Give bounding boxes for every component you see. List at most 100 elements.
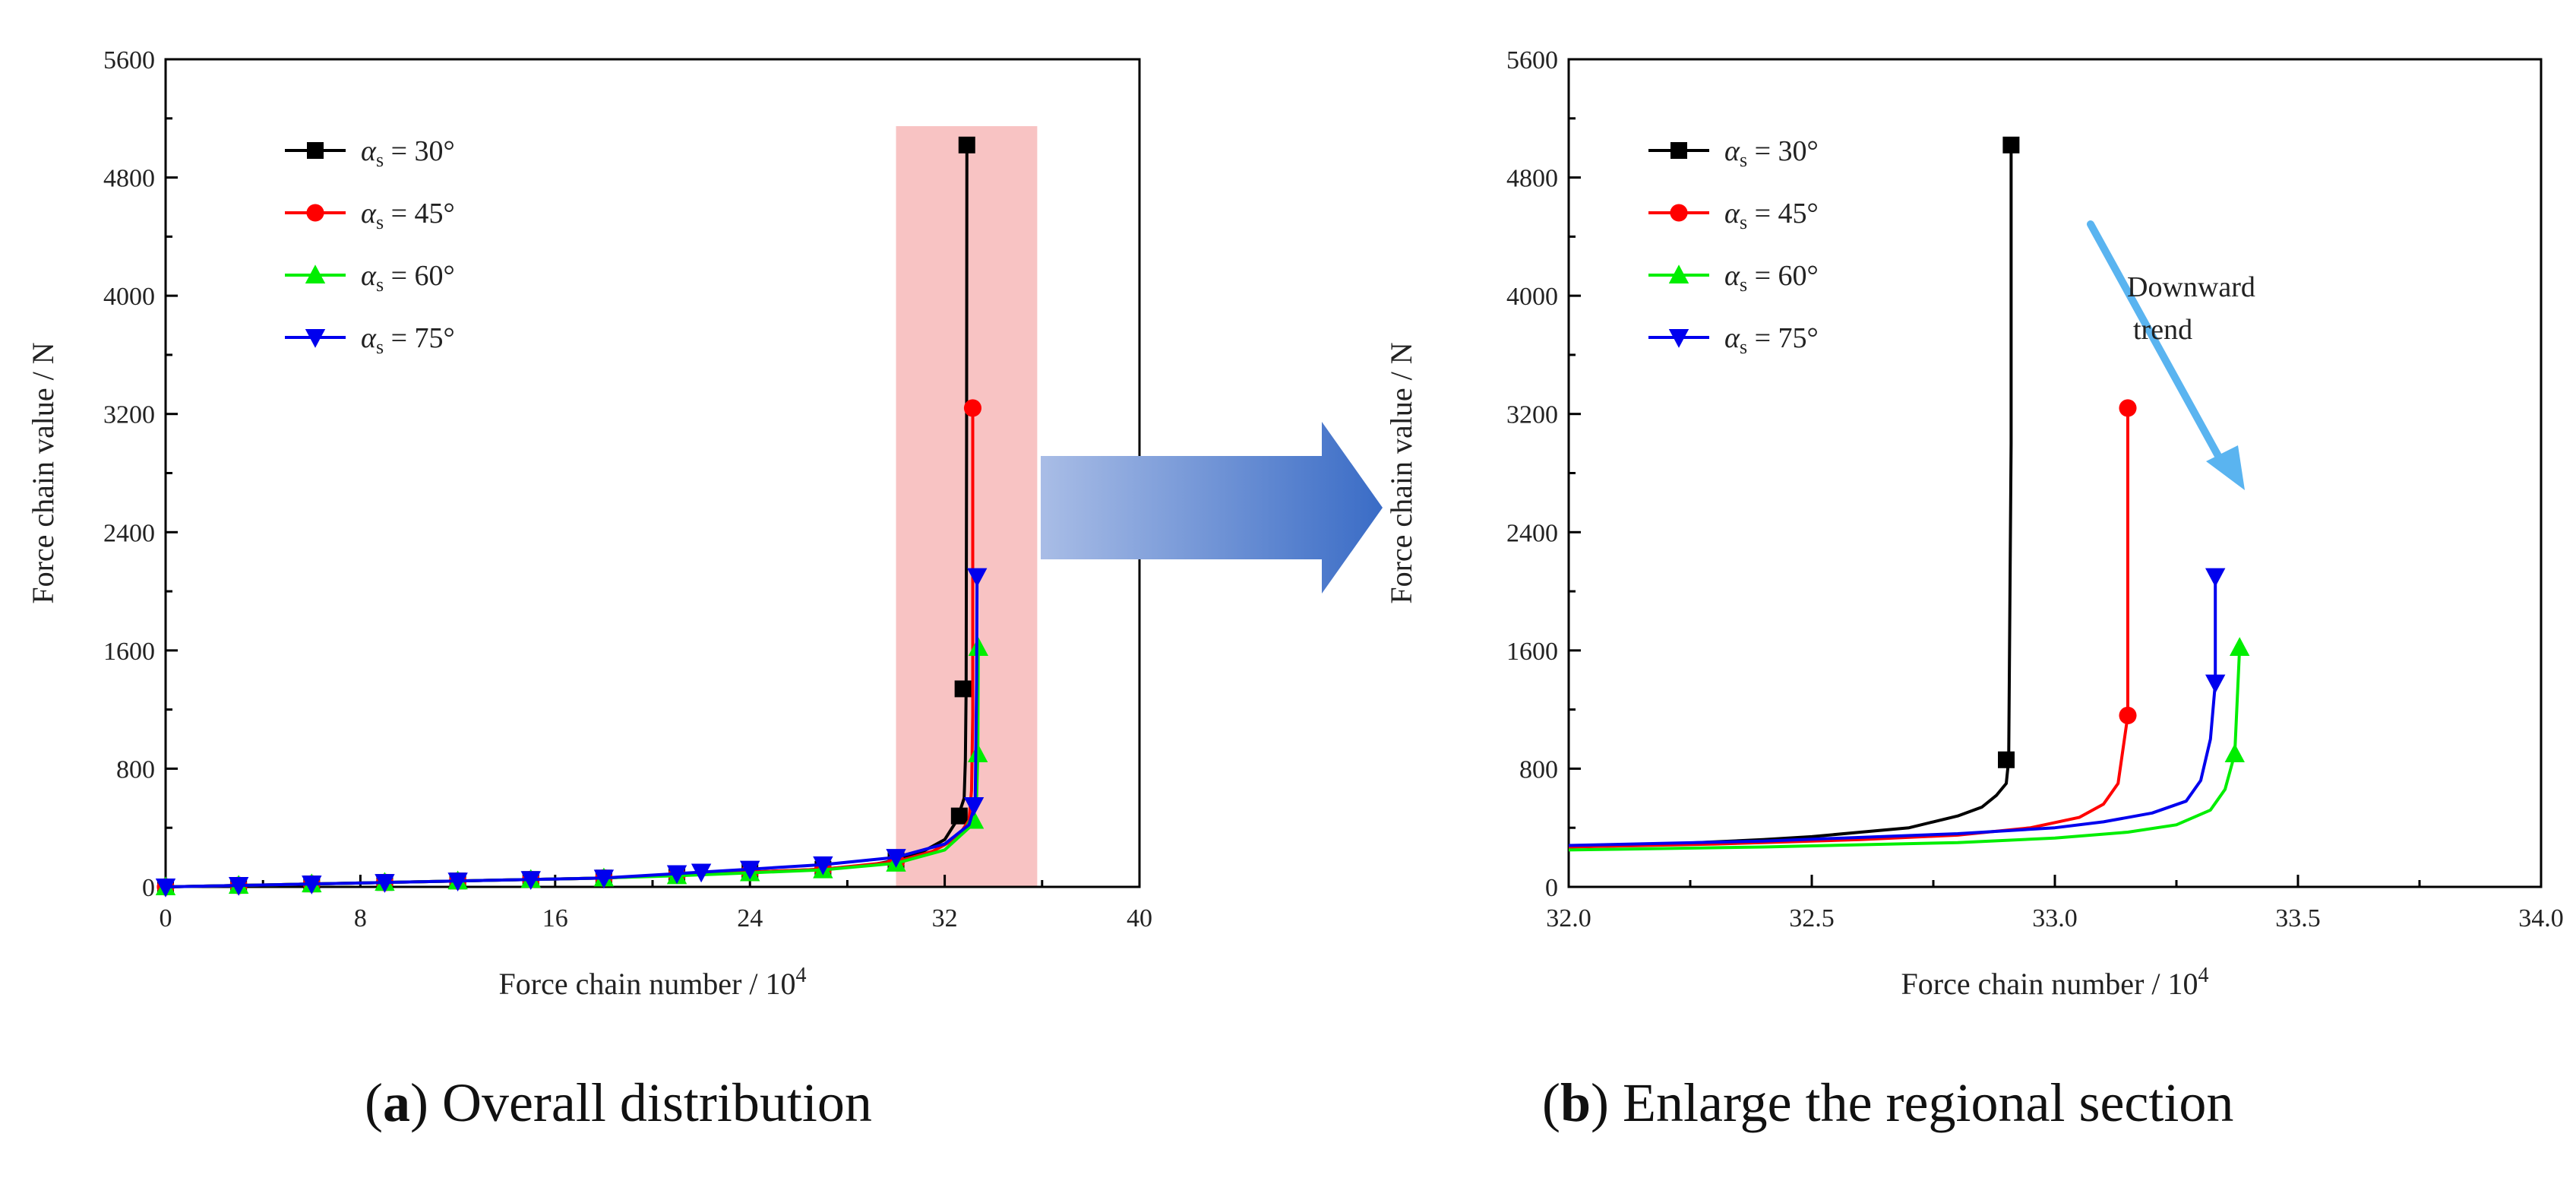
- legend-angle: 75°: [1778, 322, 1819, 354]
- caption-a-text: Overall distribution: [428, 1072, 872, 1133]
- y-tick-label: 0: [142, 874, 155, 902]
- legend-label: αs = 60°: [361, 260, 455, 296]
- data-point: [2224, 743, 2245, 762]
- legend-subscript: s: [1740, 211, 1747, 233]
- legend-alpha: α: [1724, 322, 1740, 354]
- legend-entry: αs = 30°: [1648, 135, 1819, 171]
- legend-entry: αs = 60°: [285, 260, 455, 296]
- legend-marker: [1670, 204, 1688, 222]
- legend-angle: 30°: [1778, 135, 1819, 167]
- legend-label: αs = 75°: [361, 322, 455, 358]
- legend-entry: αs = 45°: [1648, 198, 1819, 233]
- caption-a-letter: a: [382, 1072, 410, 1133]
- y-axis-label: Force chain value / N: [1384, 342, 1418, 603]
- chart-panel-b: 0 800 1600 2400 3200 4000 4800 5600 32.0 32.5 33.0…: [1384, 46, 2564, 1001]
- series-3: [155, 568, 988, 898]
- legend-entry: αs = 75°: [285, 322, 455, 358]
- legend-marker: [307, 142, 324, 159]
- legend-eq: =: [384, 260, 414, 292]
- data-point: [2119, 399, 2137, 417]
- legend-entry: αs = 30°: [285, 135, 455, 171]
- x-tick-label: 32.0: [1546, 904, 1591, 932]
- caption-a: (a) Overall distribution: [365, 1072, 872, 1133]
- y-axis-label: Force chain value / N: [26, 342, 60, 603]
- y-tick-label: 5600: [103, 46, 155, 74]
- legend-alpha: α: [1724, 198, 1740, 230]
- legend-angle: 75°: [415, 322, 455, 354]
- y-tick-label: 0: [1545, 874, 1558, 902]
- y-tick-label: 4000: [103, 283, 155, 311]
- legend-alpha: α: [361, 135, 377, 167]
- y-tick-label: 3200: [1506, 401, 1558, 429]
- legend-subscript: s: [376, 211, 384, 233]
- legend-alpha: α: [361, 322, 377, 354]
- series-2: [1568, 637, 2250, 852]
- downward-trend-arrow: [2087, 220, 2230, 473]
- legend-subscript: s: [1740, 149, 1747, 171]
- series-line: [165, 144, 969, 888]
- series-line: [165, 647, 980, 888]
- data-point: [302, 875, 322, 894]
- legend-angle: 45°: [415, 198, 455, 230]
- y-tick-label: 5600: [1506, 46, 1558, 74]
- x-tick-label: 0: [160, 904, 172, 932]
- x-tick-label: 32.5: [1789, 904, 1835, 932]
- y-tick-label: 1600: [103, 638, 155, 666]
- y-tick-label: 2400: [103, 519, 155, 547]
- legend-eq: =: [384, 198, 414, 230]
- caption-b: (b) Enlarge the regional section: [1542, 1072, 2234, 1133]
- x-tick-label: 40: [1127, 904, 1152, 932]
- y-tick-label: 800: [1519, 755, 1558, 784]
- legend-marker: [1668, 264, 1689, 283]
- x-tick-label: 34.0: [2518, 904, 2564, 932]
- data-point: [954, 680, 972, 698]
- y-tick-label: 800: [116, 755, 155, 784]
- x-axis-label-text: Force chain number / 10: [499, 967, 796, 1001]
- x-tick-label: 16: [542, 904, 568, 932]
- data-point: [593, 869, 615, 889]
- legend-label: αs = 45°: [1724, 198, 1819, 233]
- y-tick-label: 4800: [103, 165, 155, 193]
- legend-eq: =: [384, 135, 414, 167]
- legend-eq: =: [1747, 198, 1778, 230]
- legend-subscript: s: [1740, 274, 1747, 296]
- data-point: [666, 865, 687, 885]
- legend-subscript: s: [376, 336, 384, 358]
- legend-eq: =: [1747, 322, 1778, 354]
- data-point: [963, 797, 985, 816]
- x-tick-label: 33.5: [2275, 904, 2321, 932]
- x-axis-label-text: Force chain number / 10: [1901, 967, 2198, 1001]
- legend-entry: αs = 45°: [285, 198, 455, 233]
- legend-marker: [1668, 329, 1689, 348]
- series-1: [156, 399, 982, 896]
- x-tick-label: 24: [737, 904, 763, 932]
- x-tick-label: 8: [354, 904, 367, 932]
- series-0: [1568, 136, 2020, 849]
- series-line: [1568, 144, 2013, 849]
- data-point: [520, 871, 541, 891]
- data-point: [691, 863, 712, 883]
- data-point: [2002, 136, 2020, 154]
- data-point: [963, 399, 982, 417]
- data-point: [740, 860, 760, 880]
- caption-b-letter: b: [1560, 1072, 1591, 1133]
- legend-label: αs = 75°: [1724, 322, 1819, 358]
- data-point: [2119, 706, 2137, 724]
- data-point: [375, 874, 395, 893]
- data-point: [813, 856, 833, 875]
- y-tick-label: 1600: [1506, 638, 1558, 666]
- annotation-line2: trend: [2133, 314, 2192, 346]
- data-point: [155, 879, 176, 898]
- y-tick-label: 4000: [1506, 283, 1558, 311]
- y-tick-label: 4800: [1506, 165, 1558, 193]
- legend-label: αs = 60°: [1724, 260, 1819, 296]
- data-point: [228, 877, 249, 896]
- legend-marker: [305, 264, 326, 283]
- legend-alpha: α: [361, 260, 377, 292]
- annotation-line1: Downward: [2127, 271, 2255, 303]
- series-line: [1568, 576, 2217, 847]
- x-tick-label: 33.0: [2032, 904, 2078, 932]
- legend-angle: 60°: [415, 260, 455, 292]
- legend-label: αs = 30°: [361, 135, 455, 171]
- legend-subscript: s: [376, 274, 384, 296]
